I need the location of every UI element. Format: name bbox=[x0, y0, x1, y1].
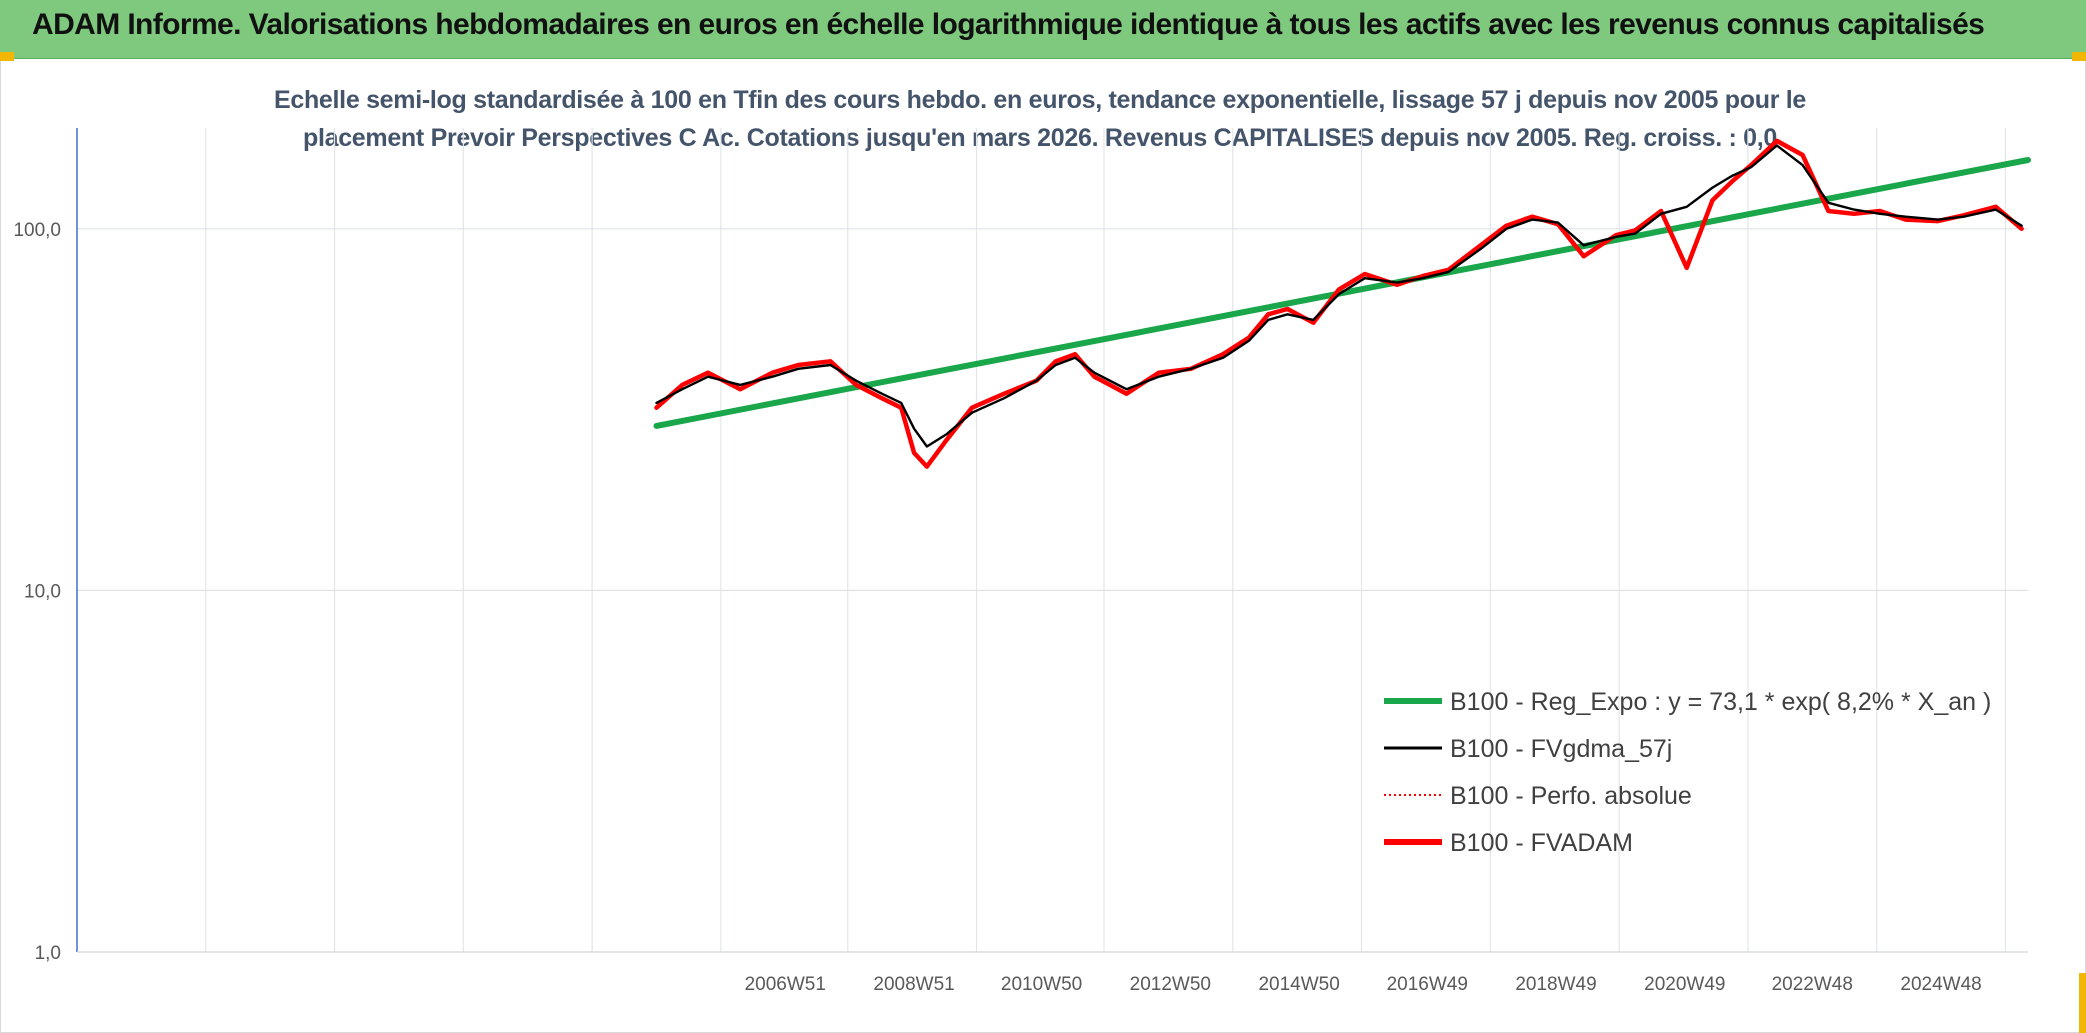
x-tick-label: 2014W50 bbox=[1258, 974, 1339, 995]
series-line-3 bbox=[657, 141, 2022, 467]
legend-entry: B100 - FVgdma_57j bbox=[1384, 735, 1672, 763]
x-tick-label: 2012W50 bbox=[1130, 974, 1211, 995]
x-tick-label: 2008W51 bbox=[873, 974, 954, 995]
x-tick-label: 2016W49 bbox=[1387, 974, 1468, 995]
x-tick-label: 2022W48 bbox=[1772, 974, 1853, 995]
x-tick-label: 2006W51 bbox=[745, 974, 826, 995]
x-tick-label: 2024W48 bbox=[1900, 974, 1981, 995]
legend-label: B100 - Perfo. absolue bbox=[1450, 782, 1692, 810]
x-tick-label: 2020W49 bbox=[1644, 974, 1725, 995]
legend-label: B100 - FVADAM bbox=[1450, 829, 1633, 857]
legend-entry: B100 - Reg_Expo : y = 73,1 * exp( 8,2% *… bbox=[1384, 688, 1991, 716]
legend-entry: B100 - Perfo. absolue bbox=[1384, 782, 1692, 810]
legend-entry: B100 - FVADAM bbox=[1384, 829, 1633, 857]
x-tick-label: 2018W49 bbox=[1515, 974, 1596, 995]
y-tick-label: 100,0 bbox=[13, 220, 61, 241]
legend-label: B100 - FVgdma_57j bbox=[1450, 735, 1672, 763]
y-tick-label: 1,0 bbox=[35, 943, 61, 964]
legend-label: B100 - Reg_Expo : y = 73,1 * exp( 8,2% *… bbox=[1450, 688, 1991, 716]
x-tick-label: 2010W50 bbox=[1001, 974, 1082, 995]
y-tick-label: 10,0 bbox=[24, 581, 61, 602]
